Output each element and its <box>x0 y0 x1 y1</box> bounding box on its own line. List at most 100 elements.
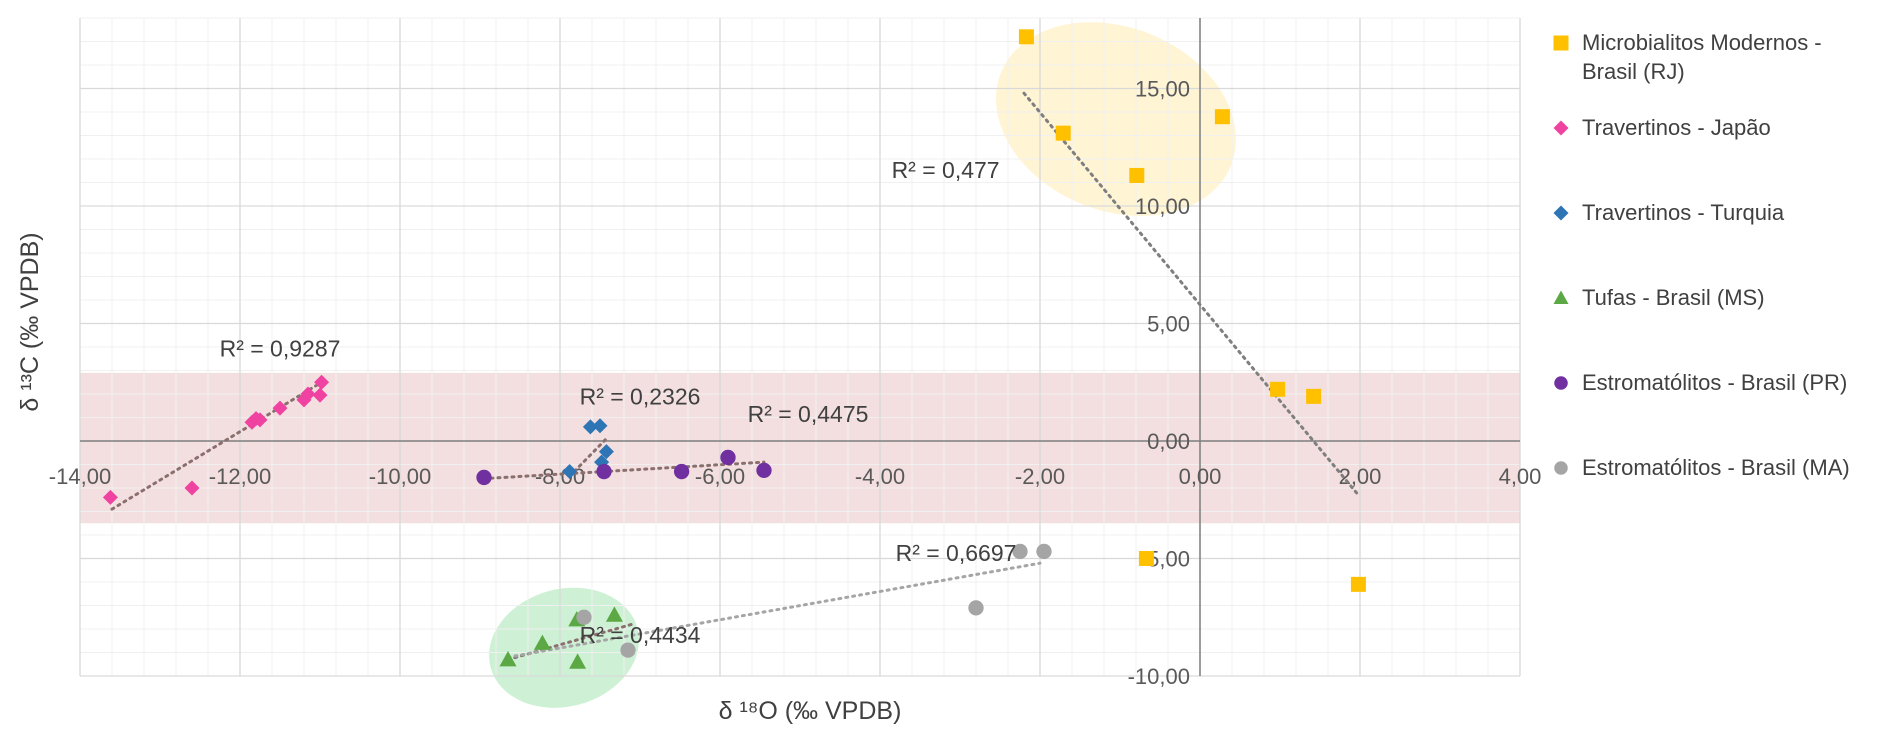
data-point <box>476 469 492 486</box>
x-tick-label: -10,00 <box>369 464 431 489</box>
legend-marker <box>1548 283 1574 312</box>
data-point <box>620 642 636 658</box>
data-point <box>968 600 984 616</box>
r-squared-label: R² = 0,9287 <box>220 335 341 361</box>
trendline <box>482 460 766 481</box>
data-point <box>1018 29 1034 45</box>
data-point <box>605 606 623 622</box>
data-point <box>1138 551 1154 566</box>
legend-label: Estromatólitos - Brasil (MA) <box>1582 455 1850 480</box>
data-point <box>592 418 608 434</box>
y-tick-label: 0,00 <box>1147 429 1190 454</box>
legend-marker-shape <box>1553 35 1569 50</box>
data-point <box>598 444 614 460</box>
x-tick-label: -12,00 <box>209 464 271 489</box>
r-squared-label: R² = 0,477 <box>892 157 1000 183</box>
data-point <box>720 449 736 466</box>
legend-marker <box>1548 453 1574 482</box>
data-point <box>272 400 288 416</box>
highlight-band <box>80 372 1520 524</box>
trendline <box>110 380 324 511</box>
points-layer <box>102 29 1366 669</box>
y-tick-label: 5,00 <box>1147 312 1190 337</box>
highlight-ellipse <box>996 22 1236 216</box>
legend-marker <box>1548 368 1574 397</box>
legend-marker-shape <box>1553 205 1569 220</box>
data-point <box>1214 109 1230 125</box>
data-point <box>184 480 200 496</box>
labels-layer: R² = 0,477 R² = 0,9287 R² = 0,2326 R² = 0,4… <box>220 157 1017 648</box>
legend-marker-glyph <box>1554 375 1568 390</box>
data-point <box>673 463 690 480</box>
legend-label: Microbialitos Modernos - Brasil (RJ) <box>1582 30 1822 84</box>
trendline <box>568 437 608 478</box>
data-point <box>312 387 328 403</box>
data-point <box>1350 576 1366 592</box>
legend-item: Estromatólitos - Brasil (MA) <box>1548 453 1850 482</box>
r-squared-label: R² = 0,2326 <box>580 384 701 410</box>
y-axis-label: δ ¹³C (‰ VPDB) <box>16 232 44 411</box>
legend-label: Tufas - Brasil (MS) <box>1582 285 1765 310</box>
x-tick-label: -2,00 <box>1015 464 1065 489</box>
data-point <box>314 374 330 390</box>
legend-marker-glyph <box>1553 290 1569 304</box>
x-tick-label: 4,00 <box>1499 464 1542 489</box>
data-point <box>499 651 517 667</box>
legend-label: Travertinos - Turquia <box>1582 200 1785 225</box>
y-tick-label: 10,00 <box>1135 194 1190 219</box>
grid-layer <box>79 17 1521 677</box>
legend-label: Travertinos - Japão <box>1582 115 1771 140</box>
r-squared-label: R² = 0,4475 <box>748 401 869 427</box>
legend-item: Tufas - Brasil (MS) <box>1548 283 1765 312</box>
x-tick-label: -8,00 <box>535 464 585 489</box>
legend-marker-shape <box>1554 375 1568 390</box>
data-point <box>562 464 578 480</box>
legend-label: Estromatólitos - Brasil (PR) <box>1582 370 1848 395</box>
x-axis-label: δ ¹⁸O (‰ VPDB) <box>719 697 902 725</box>
legend-marker-shape <box>1553 120 1569 135</box>
legend-marker-glyph <box>1553 120 1569 135</box>
trendline <box>1022 91 1360 497</box>
legend-marker-glyph <box>1553 205 1569 220</box>
legend-marker-shape <box>1553 290 1569 304</box>
data-point <box>1012 543 1028 560</box>
legend-marker <box>1548 113 1574 142</box>
data-point <box>1306 388 1322 404</box>
axes-layer: -14,00 -12,00 -10,00 -8,00 -6,00 -4,00 -2,00 0,… <box>49 18 1542 689</box>
legend-marker <box>1548 28 1574 57</box>
legend-item: Travertinos - Turquia <box>1548 198 1784 227</box>
data-point <box>300 386 316 402</box>
x-tick-label: -6,00 <box>695 464 745 489</box>
legend-item: Microbialitos Modernos - Brasil (RJ) <box>1548 28 1852 86</box>
legend-item: Estromatólitos - Brasil (PR) <box>1548 368 1847 397</box>
data-point <box>533 634 551 650</box>
r-squared-label: R² = 0,6697 <box>896 540 1017 566</box>
data-point <box>576 609 592 625</box>
data-point <box>102 489 118 505</box>
data-point <box>596 463 612 480</box>
data-point <box>252 412 268 428</box>
r-squared-label: R² = 0,4434 <box>580 622 701 648</box>
x-tick-label: -14,00 <box>49 464 111 489</box>
y-tick-label: 15,00 <box>1135 77 1190 102</box>
data-point <box>1055 125 1071 141</box>
data-point <box>1036 543 1052 560</box>
data-point <box>582 419 598 435</box>
x-tick-label: 0,00 <box>1179 464 1222 489</box>
data-point <box>756 462 772 479</box>
background-layer <box>80 22 1520 708</box>
x-tick-label: -4,00 <box>855 464 905 489</box>
y-tick-label: -10,00 <box>1128 664 1190 689</box>
legend-marker-glyph <box>1554 460 1568 475</box>
legend-marker <box>1548 198 1574 227</box>
data-point <box>569 653 587 669</box>
data-point <box>1129 167 1145 183</box>
trendline-layer <box>110 91 1360 662</box>
legend-marker-glyph <box>1553 35 1569 50</box>
x-tick-label: 2,00 <box>1339 464 1382 489</box>
data-point <box>1270 381 1286 397</box>
legend-item: Travertinos - Japão <box>1548 113 1771 142</box>
trendline <box>506 561 1042 659</box>
legend-marker-shape <box>1554 460 1568 475</box>
